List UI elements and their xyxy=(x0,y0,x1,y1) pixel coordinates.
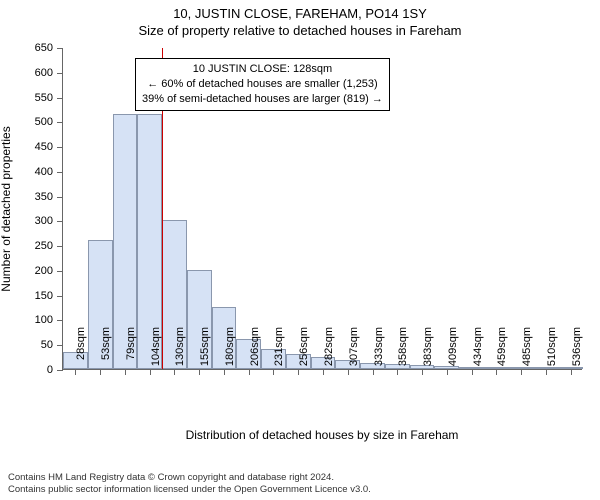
y-tick-label: 50 xyxy=(41,339,63,351)
x-tick-label: 180sqm xyxy=(224,327,236,377)
y-axis-label: Number of detached properties xyxy=(0,126,13,291)
x-tick-label: 282sqm xyxy=(323,327,335,377)
x-tick-label: 383sqm xyxy=(422,327,434,377)
x-tick-label: 307sqm xyxy=(348,327,360,377)
y-tick-label: 0 xyxy=(47,364,63,376)
annotation-box: 10 JUSTIN CLOSE: 128sqm← 60% of detached… xyxy=(135,58,390,111)
y-tick-label: 100 xyxy=(35,314,63,326)
y-tick-label: 350 xyxy=(35,191,63,203)
y-tick-label: 500 xyxy=(35,116,63,128)
x-tick-label: 409sqm xyxy=(447,327,459,377)
footer-line-2: Contains public sector information licen… xyxy=(8,484,371,496)
y-tick-label: 550 xyxy=(35,92,63,104)
footer-attribution: Contains HM Land Registry data © Crown c… xyxy=(8,472,371,496)
plot-area: 0501001502002503003504004505005506006502… xyxy=(62,48,582,370)
y-tick-label: 450 xyxy=(35,141,63,153)
x-tick-label: 155sqm xyxy=(199,327,211,377)
y-tick-label: 600 xyxy=(35,67,63,79)
y-tick-label: 400 xyxy=(35,166,63,178)
x-tick-label: 333sqm xyxy=(373,327,385,377)
annotation-line: ← 60% of detached houses are smaller (1,… xyxy=(142,77,383,92)
y-tick-label: 200 xyxy=(35,265,63,277)
y-tick-label: 150 xyxy=(35,290,63,302)
x-tick-label: 28sqm xyxy=(75,327,87,377)
x-tick-label: 459sqm xyxy=(496,327,508,377)
x-tick-label: 485sqm xyxy=(521,327,533,377)
x-tick-label: 79sqm xyxy=(125,327,137,377)
x-tick-label: 206sqm xyxy=(249,327,261,377)
x-tick-label: 53sqm xyxy=(100,327,112,377)
page-title: 10, JUSTIN CLOSE, FAREHAM, PO14 1SY xyxy=(0,0,600,21)
x-tick-label: 434sqm xyxy=(472,327,484,377)
x-tick-label: 358sqm xyxy=(397,327,409,377)
x-axis-label: Distribution of detached houses by size … xyxy=(62,428,582,442)
x-tick-label: 231sqm xyxy=(273,327,285,377)
x-tick-label: 536sqm xyxy=(571,327,583,377)
x-tick-label: 104sqm xyxy=(150,327,162,377)
x-tick-label: 510sqm xyxy=(546,327,558,377)
annotation-line: 39% of semi-detached houses are larger (… xyxy=(142,92,383,107)
y-tick-label: 650 xyxy=(35,42,63,54)
x-tick-label: 130sqm xyxy=(174,327,186,377)
annotation-line: 10 JUSTIN CLOSE: 128sqm xyxy=(142,62,383,77)
x-tick-label: 256sqm xyxy=(298,327,310,377)
y-tick-label: 250 xyxy=(35,240,63,252)
footer-line-1: Contains HM Land Registry data © Crown c… xyxy=(8,472,371,484)
y-tick-label: 300 xyxy=(35,215,63,227)
chart-container: 0 50 100 150 200 250 300 350 400 450 500 550 600 650 2… xyxy=(0,42,600,452)
page-subtitle: Size of property relative to detached ho… xyxy=(0,21,600,42)
